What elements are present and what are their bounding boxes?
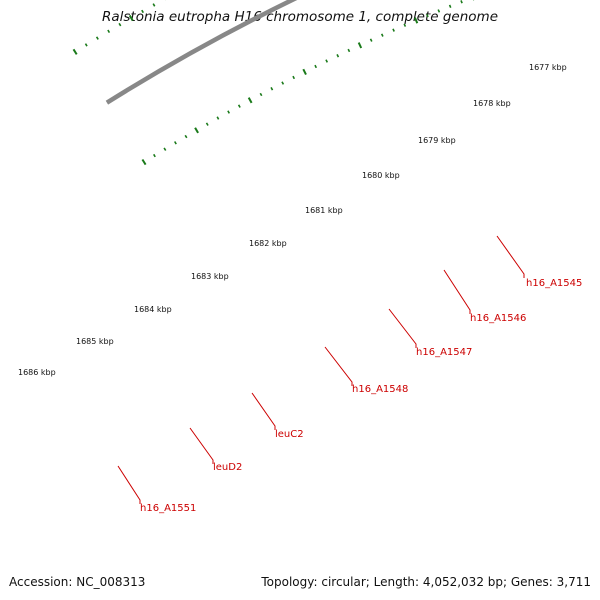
gene-label-h16-a1547: h16_A1547 (416, 347, 472, 358)
scale-tick (141, 9, 144, 14)
scale-tick (448, 4, 452, 8)
scale-tick (292, 75, 296, 80)
scale-tick (336, 54, 340, 58)
scale-tick (247, 97, 253, 104)
label-leader-line (443, 269, 471, 314)
gene-label-leuc2: leuC2 (275, 429, 304, 440)
scale-tick (369, 38, 373, 42)
scale-tick (270, 87, 274, 91)
scale-tick (392, 28, 395, 32)
scale-tick (259, 92, 263, 97)
scale-label-1685: 1685 kbp (76, 337, 114, 346)
scale-tick (141, 158, 147, 166)
scale-tick (460, 0, 463, 4)
map-title: Ralstonia eutropha H16 chromosome 1, com… (101, 9, 499, 25)
scale-tick (84, 43, 88, 47)
scale-label-1681: 1681 kbp (305, 206, 343, 215)
scale-label-1678: 1678 kbp (473, 99, 511, 108)
scale-tick (347, 48, 351, 53)
scale-tick (380, 33, 384, 37)
scale-tick (174, 141, 177, 145)
scale-tick (437, 9, 441, 13)
gene-label-h16-a1551: h16_A1551 (140, 503, 196, 514)
scale-tick (152, 3, 156, 7)
outer-scale-ticks (72, 0, 166, 55)
scale-label-1680: 1680 kbp (362, 171, 400, 180)
gene-label-leaders (117, 235, 525, 504)
scale-tick (403, 23, 407, 27)
label-leader-line (388, 308, 417, 348)
scale-tick (205, 122, 209, 126)
label-leader-line (496, 235, 525, 278)
scale-label-1684: 1684 kbp (134, 305, 172, 314)
scale-tick (153, 153, 156, 158)
label-leader-line (324, 346, 353, 386)
scale-tick (184, 134, 188, 139)
label-leader-line (251, 392, 276, 430)
label-leader-line (117, 465, 141, 504)
scale-tick (426, 13, 429, 18)
scale-tick (237, 104, 241, 108)
scale-label-1682: 1682 kbp (249, 239, 287, 248)
gene-label-h16-a1545: h16_A1545 (526, 278, 582, 289)
scale-label-1683: 1683 kbp (191, 272, 229, 281)
label-leader-line (189, 427, 214, 464)
scale-tick (95, 36, 99, 40)
scale-tick (325, 59, 329, 63)
accession-text: Accession: NC_008313 (9, 575, 146, 589)
scale-tick (413, 17, 419, 24)
scale-tick (118, 22, 122, 27)
scale-label-1677: 1677 kbp (529, 63, 567, 72)
scale-tick (357, 42, 363, 49)
scale-tick (163, 147, 167, 151)
scale-tick (128, 14, 134, 22)
scale-tick (314, 64, 318, 69)
scale-label-1686: 1686 kbp (18, 368, 56, 377)
scale-tick (72, 48, 78, 55)
scale-tick (107, 29, 111, 33)
scale-tick (281, 81, 285, 85)
scale-tick (302, 68, 307, 76)
gene-label-h16-a1548: h16_A1548 (352, 384, 408, 395)
scale-tick (216, 116, 220, 120)
scale-tick (227, 110, 231, 114)
scale-label-1679: 1679 kbp (418, 136, 456, 145)
gene-label-h16-a1546: h16_A1546 (470, 313, 526, 324)
chromosome-backbone (105, 0, 298, 105)
inner-scale-ticks (141, 0, 475, 166)
gene-label-leud2: leuD2 (213, 462, 242, 473)
scale-tick (194, 127, 199, 134)
genome-summary-text: Topology: circular; Length: 4,052,032 bp… (261, 575, 591, 589)
